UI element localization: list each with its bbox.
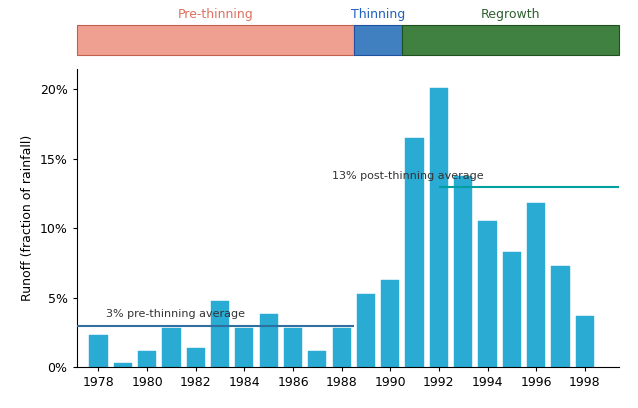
Y-axis label: Runoff (fraction of rainfall): Runoff (fraction of rainfall): [21, 135, 34, 301]
Bar: [114, 363, 132, 367]
Bar: [527, 203, 545, 367]
Bar: [454, 175, 472, 367]
Bar: [503, 252, 521, 367]
Bar: [138, 350, 156, 367]
Bar: [211, 301, 229, 367]
Bar: [235, 328, 253, 367]
Bar: [260, 315, 278, 367]
Bar: [354, 25, 403, 55]
Bar: [575, 316, 594, 367]
Bar: [332, 328, 351, 367]
Bar: [430, 88, 448, 367]
Bar: [551, 266, 570, 367]
Bar: [478, 222, 496, 367]
Bar: [77, 25, 354, 55]
Text: Regrowth: Regrowth: [481, 8, 540, 21]
Text: 3% pre-thinning average: 3% pre-thinning average: [106, 308, 245, 319]
Bar: [406, 138, 424, 367]
Bar: [186, 348, 205, 367]
Bar: [89, 335, 108, 367]
Text: 13% post-thinning average: 13% post-thinning average: [332, 171, 484, 181]
Bar: [308, 350, 327, 367]
Text: Thinning: Thinning: [351, 8, 405, 21]
Bar: [357, 294, 375, 367]
Bar: [284, 328, 302, 367]
Bar: [162, 328, 181, 367]
Text: Pre-thinning: Pre-thinning: [177, 8, 253, 21]
Bar: [403, 25, 619, 55]
Bar: [381, 280, 399, 367]
